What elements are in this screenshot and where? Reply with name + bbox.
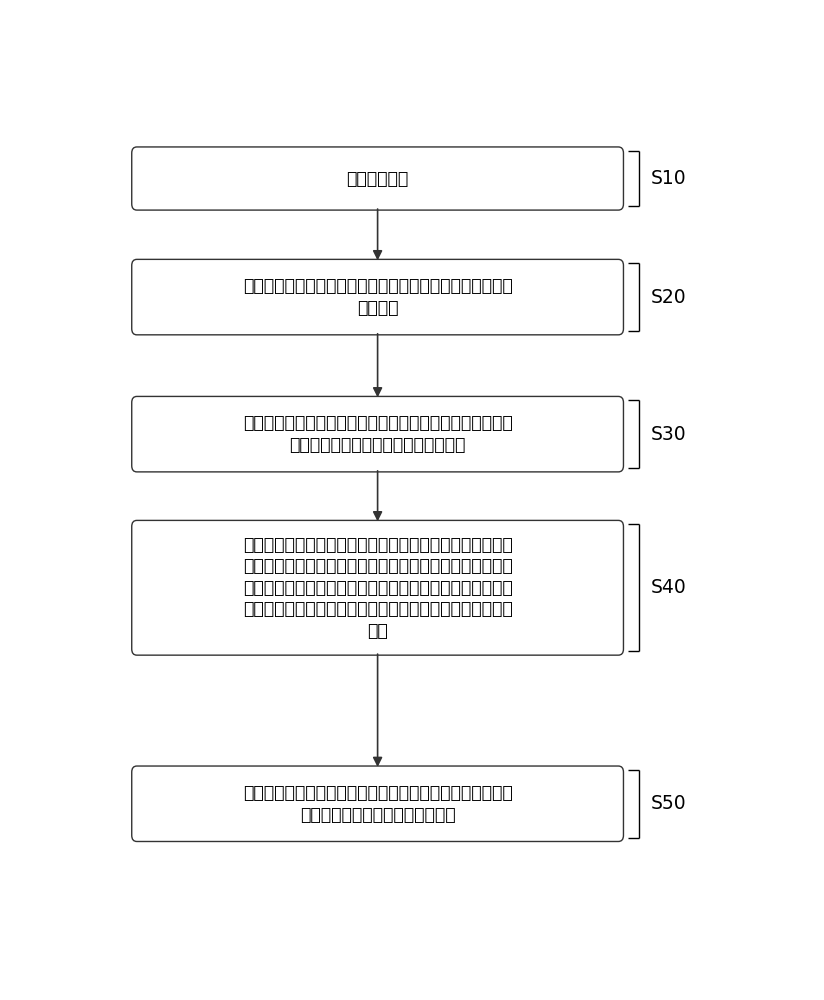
Text: S30: S30 bbox=[651, 425, 686, 444]
Text: 以平衡档位对电池冷却液进行加热: 以平衡档位对电池冷却液进行加热 bbox=[300, 806, 456, 824]
FancyBboxPatch shape bbox=[132, 766, 624, 841]
Text: S50: S50 bbox=[651, 794, 686, 813]
Text: S10: S10 bbox=[651, 169, 686, 188]
FancyBboxPatch shape bbox=[132, 259, 624, 335]
Text: 当检测到电池冷却液的温度再次降至下限值时，控制加热器: 当检测到电池冷却液的温度再次降至下限值时，控制加热器 bbox=[243, 784, 513, 802]
Text: 当检测到电池冷却液的温度升至预设温度区间的上限值时，: 当检测到电池冷却液的温度升至预设温度区间的上限值时， bbox=[243, 414, 513, 432]
FancyBboxPatch shape bbox=[132, 520, 624, 655]
Text: 根据加热指令控制加热器以最大可用加热档位对电池冷却液: 根据加热指令控制加热器以最大可用加热档位对电池冷却液 bbox=[243, 277, 513, 295]
FancyBboxPatch shape bbox=[132, 147, 624, 210]
Text: S20: S20 bbox=[651, 288, 686, 307]
Text: 控制加热器暂停对电池冷却液进行加热: 控制加热器暂停对电池冷却液进行加热 bbox=[289, 436, 466, 454]
Text: 当检测到电池冷却液的温度降至预设温度区间的下限值时，: 当检测到电池冷却液的温度降至预设温度区间的下限值时， bbox=[243, 536, 513, 554]
FancyBboxPatch shape bbox=[132, 396, 624, 472]
Text: 控制加热器对电池冷却液进行换档加热使得电池冷却液温度: 控制加热器对电池冷却液进行换档加热使得电池冷却液温度 bbox=[243, 557, 513, 575]
Text: 进行加热: 进行加热 bbox=[357, 299, 398, 317]
Text: 升至上限值，并在换档加热过程中确定出平衡档位，平衡档: 升至上限值，并在换档加热过程中确定出平衡档位，平衡档 bbox=[243, 579, 513, 597]
Text: 接收加热指令: 接收加热指令 bbox=[346, 170, 409, 188]
Text: S40: S40 bbox=[651, 578, 686, 597]
Text: 档位: 档位 bbox=[368, 622, 388, 640]
Text: 位为加热器能使电池冷却液的温度在预设温度区间内的加热: 位为加热器能使电池冷却液的温度在预设温度区间内的加热 bbox=[243, 600, 513, 618]
